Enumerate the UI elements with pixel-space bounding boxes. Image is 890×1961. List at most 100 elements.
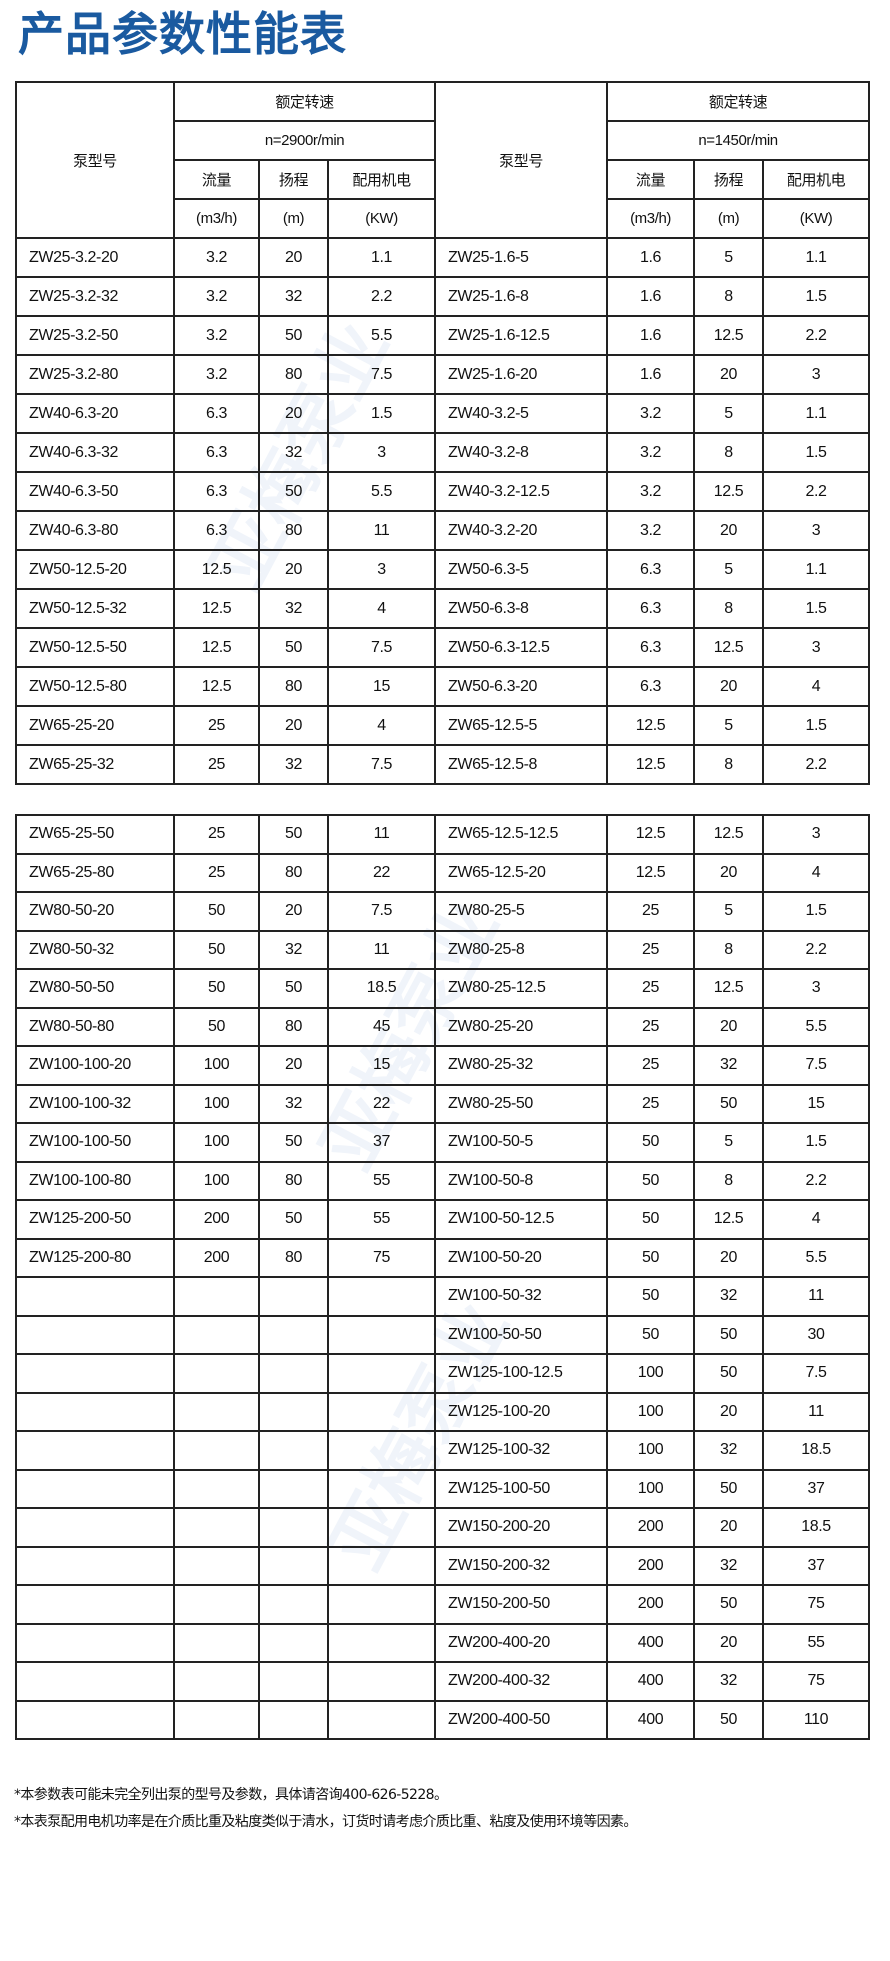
table-row: ZW25-3.2-50 3.2 50 5.5 ZW25-1.6-12.5 1.6 12.5 2… xyxy=(15,315,871,356)
left-head-cell: 32 xyxy=(258,1083,329,1124)
right-model-cell: ZW65-12.5-20 xyxy=(434,852,608,893)
left-head-cell xyxy=(258,1391,329,1432)
left-head-cell: 20 xyxy=(258,1045,329,1086)
table-row: ZW100-50-32 50 32 11 xyxy=(15,1276,870,1317)
table-row: ZW125-200-80 200 80 75 ZW100-50-20 50 20 5.5 xyxy=(15,1237,870,1278)
right-head-cell: 8 xyxy=(693,744,765,785)
right-model-cell: ZW150-200-50 xyxy=(434,1584,608,1625)
right-model-cell: ZW125-100-50 xyxy=(434,1468,608,1509)
left-power-cell: 4 xyxy=(326,588,437,629)
right-power-cell: 2.2 xyxy=(762,315,871,356)
right-head-cell: 32 xyxy=(693,1276,764,1317)
right-head-cell: 5 xyxy=(693,705,765,746)
table-row: ZW100-100-20 100 20 15 ZW80-25-32 25 32 7.5 xyxy=(15,1045,870,1086)
right-head-cell: 32 xyxy=(693,1430,764,1471)
left-power-cell xyxy=(327,1622,436,1663)
right-flow-cell: 100 xyxy=(606,1353,695,1394)
right-power-cell: 18.5 xyxy=(762,1430,870,1471)
left-flow-cell: 200 xyxy=(173,1237,260,1278)
left-head-cell: 50 xyxy=(258,627,329,668)
left-flow-cell: 25 xyxy=(173,705,260,746)
left-model-cell: ZW40-6.3-20 xyxy=(15,393,175,434)
right-model-cell: ZW80-25-8 xyxy=(434,929,608,970)
left-power-cell: 55 xyxy=(327,1199,436,1240)
table-row: ZW100-50-50 50 50 30 xyxy=(15,1314,870,1355)
left-head-cell: 20 xyxy=(258,705,329,746)
right-head-cell: 12.5 xyxy=(693,471,765,512)
left-flow-cell xyxy=(173,1507,260,1548)
header-power: 配用机电 xyxy=(326,159,437,200)
right-model-cell: ZW100-50-50 xyxy=(434,1314,608,1355)
left-power-cell: 3 xyxy=(326,432,437,473)
footnote: *本参数表可能未完全列出泵的型号及参数，具体请咨询400-626-5228。 xyxy=(14,1787,448,1803)
left-model-cell xyxy=(15,1276,175,1317)
left-power-cell: 5.5 xyxy=(326,471,437,512)
left-power-cell xyxy=(327,1507,436,1548)
table-row: ZW125-100-50 100 50 37 xyxy=(15,1468,870,1509)
right-flow-cell: 400 xyxy=(606,1622,695,1663)
left-head-cell: 32 xyxy=(258,432,329,473)
left-flow-cell xyxy=(173,1276,260,1317)
left-flow-cell xyxy=(173,1622,260,1663)
right-power-cell: 18.5 xyxy=(762,1507,870,1548)
left-model-cell: ZW80-50-32 xyxy=(15,929,175,970)
left-power-cell: 7.5 xyxy=(327,891,436,932)
table-row: ZW100-100-32 100 32 22 ZW80-25-50 25 50 15 xyxy=(15,1083,870,1124)
right-power-cell: 110 xyxy=(762,1699,870,1740)
left-power-cell: 1.1 xyxy=(326,237,437,278)
right-power-cell: 3 xyxy=(762,510,871,551)
left-flow-cell: 50 xyxy=(173,1006,260,1047)
left-flow-cell: 200 xyxy=(173,1199,260,1240)
right-flow-cell: 3.2 xyxy=(606,510,696,551)
right-flow-cell: 3.2 xyxy=(606,393,696,434)
right-model-cell: ZW25-1.6-12.5 xyxy=(434,315,609,356)
left-power-cell: 7.5 xyxy=(326,354,437,395)
right-power-cell: 3 xyxy=(762,968,870,1009)
left-power-cell: 22 xyxy=(327,852,436,893)
right-head-cell: 8 xyxy=(693,432,765,473)
left-power-cell: 7.5 xyxy=(326,744,437,785)
left-flow-cell xyxy=(173,1391,260,1432)
left-model-cell xyxy=(15,1468,175,1509)
right-power-cell: 1.5 xyxy=(762,432,871,473)
left-power-cell: 1.5 xyxy=(326,393,437,434)
left-power-cell xyxy=(327,1468,436,1509)
table-row: ZW80-50-50 50 50 18.5 ZW80-25-12.5 25 12.5 3 xyxy=(15,968,870,1009)
left-flow-cell: 50 xyxy=(173,929,260,970)
right-model-cell: ZW25-1.6-5 xyxy=(434,237,609,278)
left-model-cell xyxy=(15,1622,175,1663)
table-row: ZW50-12.5-20 12.5 20 3 ZW50-6.3-5 6.3 5 1.1 xyxy=(15,549,871,590)
right-model-cell: ZW80-25-20 xyxy=(434,1006,608,1047)
left-head-cell: 20 xyxy=(258,549,329,590)
left-head-cell: 80 xyxy=(258,852,329,893)
left-power-cell: 15 xyxy=(327,1045,436,1086)
right-power-cell: 37 xyxy=(762,1468,870,1509)
right-power-cell: 5.5 xyxy=(762,1237,870,1278)
left-head-cell: 50 xyxy=(258,1199,329,1240)
header-head: 扬程 xyxy=(693,159,765,200)
left-head-cell: 32 xyxy=(258,588,329,629)
left-flow-cell: 12.5 xyxy=(173,549,260,590)
table-row: ZW25-3.2-20 3.2 20 1.1 ZW25-1.6-5 1.6 5 1.1 xyxy=(15,237,871,278)
right-head-cell: 50 xyxy=(693,1584,764,1625)
right-head-cell: 20 xyxy=(693,1006,764,1047)
right-head-cell: 5 xyxy=(693,549,765,590)
unit-head: (m) xyxy=(258,198,329,239)
left-power-cell xyxy=(327,1314,436,1355)
left-power-cell: 18.5 xyxy=(327,968,436,1009)
right-model-cell: ZW50-6.3-5 xyxy=(434,549,609,590)
right-power-cell: 1.1 xyxy=(762,237,871,278)
table-row: ZW40-6.3-20 6.3 20 1.5 ZW40-3.2-5 3.2 5 1.1 xyxy=(15,393,871,434)
right-model-cell: ZW200-400-32 xyxy=(434,1661,608,1702)
left-power-cell: 4 xyxy=(326,705,437,746)
right-power-cell: 4 xyxy=(762,852,870,893)
left-power-cell: 55 xyxy=(327,1160,436,1201)
right-power-cell: 7.5 xyxy=(762,1353,870,1394)
left-model-cell xyxy=(15,1391,175,1432)
left-head-cell xyxy=(258,1353,329,1394)
right-power-cell: 2.2 xyxy=(762,1160,870,1201)
right-power-cell: 2.2 xyxy=(762,929,870,970)
right-power-cell: 1.5 xyxy=(762,1122,870,1163)
left-flow-cell: 12.5 xyxy=(173,627,260,668)
right-model-cell: ZW100-50-32 xyxy=(434,1276,608,1317)
